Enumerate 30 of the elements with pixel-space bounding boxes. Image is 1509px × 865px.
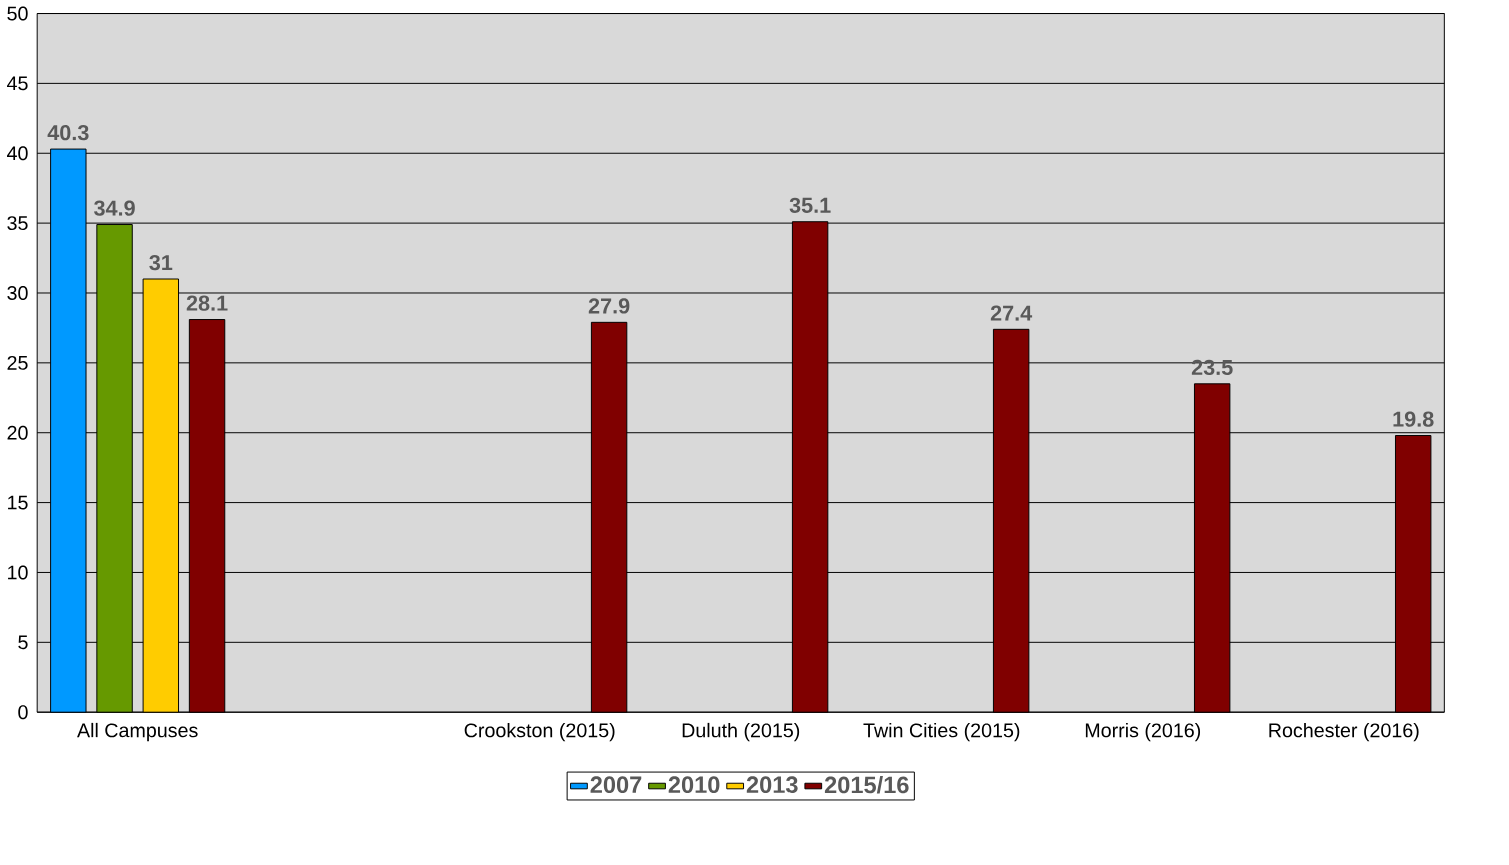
y-tick-label: 5	[18, 635, 28, 650]
y-tick-label: 0	[18, 705, 28, 720]
y-tick-label: 50	[7, 6, 28, 21]
x-tick-label: Crookston (2015)	[464, 723, 615, 742]
y-tick-label: 35	[7, 216, 28, 231]
data-label: 34.9	[93, 200, 135, 217]
y-tick-label: 15	[8, 495, 28, 510]
data-label: 27.9	[588, 298, 630, 314]
y-tick-label: 25	[7, 356, 28, 371]
data-label: 28.1	[186, 295, 228, 312]
x-tick-label: Rochester (2016)	[1269, 723, 1419, 742]
data-label: 27.4	[990, 305, 1033, 321]
legend-label: 2015/16	[824, 776, 909, 794]
y-tick-label: 20	[7, 426, 28, 440]
legend-label: 2007	[590, 776, 642, 794]
x-tick-label: Duluth (2015)	[682, 723, 800, 742]
y-tick-label: 30	[7, 286, 28, 301]
legend-label: 2013	[746, 776, 798, 794]
data-label: 35.1	[789, 197, 831, 214]
y-tick-label: 45	[7, 76, 28, 91]
data-label: 23.5	[1191, 359, 1233, 376]
data-label: 31	[149, 255, 173, 271]
x-tick-label: Twin Cities (2015)	[863, 723, 1020, 742]
y-tick-label: 10	[8, 565, 28, 580]
legend-label: 2010	[668, 776, 720, 794]
data-label: 40.3	[47, 125, 89, 141]
data-label: 19.8	[1393, 411, 1434, 428]
x-tick-label: Morris (2016)	[1085, 723, 1201, 742]
x-tick-label: All Campuses	[77, 723, 198, 742]
y-tick-label: 40	[7, 146, 28, 161]
